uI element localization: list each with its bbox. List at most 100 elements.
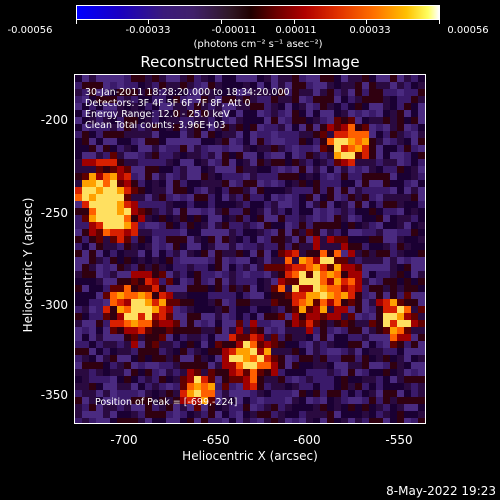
map-pixel: [376, 180, 383, 187]
map-pixel: [131, 187, 138, 194]
map-pixel: [313, 313, 320, 320]
map-pixel: [110, 320, 117, 327]
map-pixel: [390, 348, 397, 355]
map-pixel: [418, 355, 425, 362]
map-pixel: [299, 278, 306, 285]
map-pixel: [390, 362, 397, 369]
map-pixel: [334, 75, 341, 82]
map-pixel: [124, 145, 131, 152]
map-pixel: [194, 96, 201, 103]
map-pixel: [89, 215, 96, 222]
map-pixel: [383, 138, 390, 145]
map-pixel: [89, 404, 96, 411]
map-pixel: [264, 327, 271, 334]
map-pixel: [236, 341, 243, 348]
map-pixel: [159, 208, 166, 215]
map-pixel: [250, 362, 257, 369]
map-pixel: [250, 215, 257, 222]
map-pixel: [82, 362, 89, 369]
map-pixel: [376, 222, 383, 229]
map-pixel: [145, 250, 152, 257]
map-pixel: [271, 110, 278, 117]
map-pixel: [222, 376, 229, 383]
map-pixel: [285, 397, 292, 404]
map-pixel: [243, 292, 250, 299]
map-pixel: [208, 173, 215, 180]
map-pixel: [124, 271, 131, 278]
map-pixel: [271, 313, 278, 320]
map-pixel: [327, 208, 334, 215]
map-pixel: [418, 313, 425, 320]
map-pixel: [383, 236, 390, 243]
map-pixel: [173, 285, 180, 292]
map-pixel: [369, 152, 376, 159]
map-pixel: [418, 278, 425, 285]
map-pixel: [159, 404, 166, 411]
map-pixel: [320, 341, 327, 348]
map-pixel: [411, 355, 418, 362]
map-pixel: [96, 355, 103, 362]
map-pixel: [117, 257, 124, 264]
map-pixel: [131, 201, 138, 208]
map-pixel: [404, 194, 411, 201]
map-pixel: [362, 208, 369, 215]
map-pixel: [341, 110, 348, 117]
map-pixel: [138, 131, 145, 138]
map-pixel: [362, 376, 369, 383]
y-tick-label: -200: [40, 113, 68, 127]
map-pixel: [89, 362, 96, 369]
map-pixel: [89, 166, 96, 173]
map-pixel: [229, 208, 236, 215]
map-pixel: [229, 334, 236, 341]
map-pixel: [418, 194, 425, 201]
map-pixel: [215, 243, 222, 250]
map-pixel: [327, 215, 334, 222]
map-pixel: [390, 201, 397, 208]
map-pixel: [390, 334, 397, 341]
map-pixel: [201, 383, 208, 390]
map-pixel: [313, 257, 320, 264]
map-pixel: [243, 376, 250, 383]
map-pixel: [173, 152, 180, 159]
map-pixel: [131, 222, 138, 229]
map-pixel: [89, 355, 96, 362]
map-pixel: [173, 271, 180, 278]
map-pixel: [236, 313, 243, 320]
map-pixel: [124, 110, 131, 117]
map-pixel: [264, 257, 271, 264]
map-pixel: [376, 299, 383, 306]
map-pixel: [355, 89, 362, 96]
map-pixel: [397, 124, 404, 131]
map-pixel: [250, 152, 257, 159]
map-pixel: [334, 96, 341, 103]
map-pixel: [306, 292, 313, 299]
map-pixel: [152, 110, 159, 117]
map-pixel: [362, 152, 369, 159]
map-pixel: [348, 201, 355, 208]
map-pixel: [180, 229, 187, 236]
map-pixel: [271, 362, 278, 369]
map-pixel: [257, 215, 264, 222]
map-pixel: [243, 180, 250, 187]
map-pixel: [229, 383, 236, 390]
map-pixel: [411, 152, 418, 159]
map-pixel: [306, 369, 313, 376]
map-pixel: [306, 152, 313, 159]
map-pixel: [341, 299, 348, 306]
map-pixel: [334, 327, 341, 334]
map-pixel: [348, 327, 355, 334]
map-pixel: [103, 96, 110, 103]
map-pixel: [159, 355, 166, 362]
map-pixel: [145, 145, 152, 152]
map-pixel: [201, 201, 208, 208]
map-pixel: [208, 334, 215, 341]
map-pixel: [355, 180, 362, 187]
colorbar-tick: [366, 20, 367, 24]
map-pixel: [82, 320, 89, 327]
map-pixel: [264, 75, 271, 82]
map-pixel: [243, 404, 250, 411]
map-pixel: [334, 418, 341, 423]
map-pixel: [152, 96, 159, 103]
map-pixel: [257, 264, 264, 271]
map-pixel: [229, 187, 236, 194]
